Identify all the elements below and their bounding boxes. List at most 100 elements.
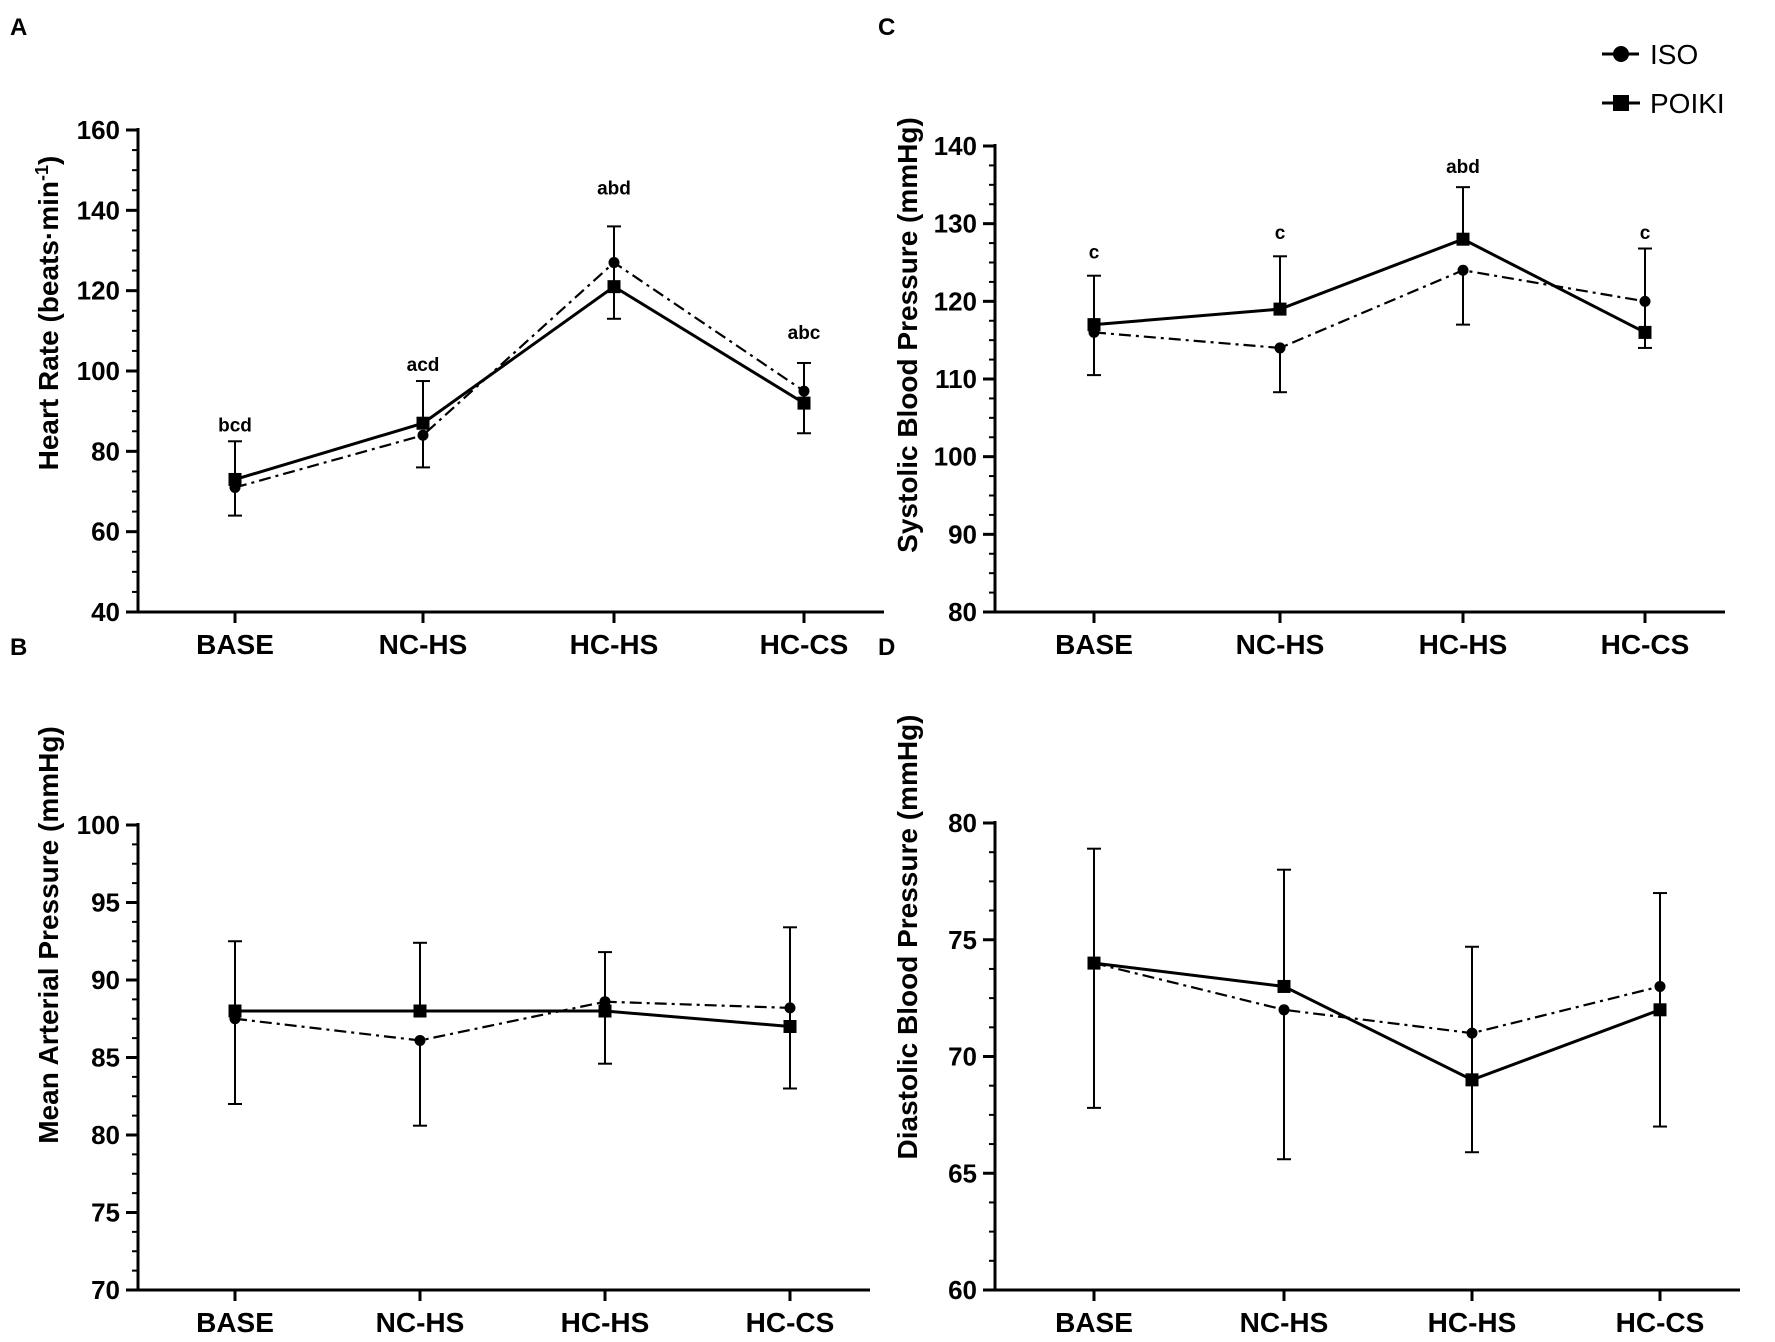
panel-c-y-tick-label: 80	[948, 597, 977, 627]
panel-a-iso-line	[234, 261, 805, 489]
panel-d-diastolic-pressure: D Diastolic Blood Pressure (mmHg) 60 65 70…	[878, 634, 1740, 1338]
panel-c-x-tick-label: HC-CS	[1601, 629, 1690, 660]
panel-a-significance-label: bcd	[218, 415, 252, 436]
panel-a-y-tick-label: 60	[91, 517, 120, 547]
panel-c-letter: C	[878, 14, 895, 41]
panel-a-y-axis-label: Heart Rate (beats·min-1)	[32, 156, 64, 471]
panel-d-iso-point	[1466, 1027, 1478, 1039]
panel-d-poiki-point	[1465, 1073, 1479, 1087]
panel-a-poiki-point	[797, 396, 811, 410]
panel-d-x-tick-label: HC-CS	[1616, 1307, 1705, 1338]
panel-b-y-tick-label: 70	[91, 1275, 120, 1305]
legend: ISO POIKI	[1602, 39, 1725, 119]
panel-b-iso-point	[414, 1034, 426, 1046]
panel-c-y-tick-label: 110	[935, 364, 977, 394]
panel-a-x-tick-label: NC-HS	[379, 629, 468, 660]
panel-a-significance-label: acd	[407, 355, 440, 376]
panel-d-poiki-point	[1087, 956, 1101, 970]
panel-a-poiki-point	[607, 280, 621, 294]
panel-a-x-tick-label: BASE	[196, 629, 274, 660]
panel-a-letter: A	[10, 14, 27, 41]
panel-a-iso-point	[608, 257, 620, 269]
panel-a-y-tick-label: 140	[77, 195, 120, 225]
panel-d-x-tick-label: BASE	[1055, 1307, 1133, 1338]
panel-c-systolic-pressure: C Systolic Blood Pressure (mmHg) 80 90 100…	[878, 14, 1725, 660]
panel-c-poiki-point	[1638, 325, 1652, 339]
panel-a-iso-point	[798, 385, 810, 397]
panel-d-y-tick-label: 80	[948, 808, 977, 838]
panel-c-significance-label: c	[1275, 223, 1286, 244]
panel-d-poiki-line	[1093, 961, 1661, 1082]
panel-c-significance-label: c	[1640, 223, 1651, 244]
panel-d-y-tick-label: 75	[948, 925, 977, 955]
panel-c-poiki-line	[1093, 237, 1646, 334]
panel-b-poiki-point	[598, 1004, 612, 1018]
panel-d-x-tick-label: HC-HS	[1428, 1307, 1517, 1338]
panel-a-y-tick-label: 120	[77, 276, 120, 306]
panel-c-y-tick-label: 140	[934, 131, 977, 161]
panel-d-y-axis-label: Diastolic Blood Pressure (mmHg)	[892, 715, 923, 1160]
legend-item-poiki: POIKI	[1602, 88, 1725, 119]
panel-b-x-tick-label: HC-CS	[746, 1307, 835, 1338]
panel-b-y-tick-label: 85	[91, 1043, 120, 1073]
panel-b-letter: B	[10, 634, 27, 661]
panel-a-y-tick-label: 100	[77, 356, 120, 386]
panel-d-poiki-point	[1277, 979, 1291, 993]
panel-a-x-tick-label: HC-CS	[760, 629, 849, 660]
panel-b-y-axis-label: Mean Arterial Pressure (mmHg)	[33, 726, 64, 1144]
panel-b-x-tick-label: NC-HS	[376, 1307, 465, 1338]
panel-b-poiki-point	[783, 1020, 797, 1033]
panel-b-y-tick-label: 95	[91, 888, 120, 918]
panel-a-y-tick-label: 40	[91, 597, 120, 627]
panel-b-iso-point	[599, 996, 611, 1008]
panel-b-poiki-point	[228, 1004, 242, 1018]
panel-c-iso-point	[1639, 295, 1651, 307]
panel-b-x-tick-label: BASE	[196, 1307, 274, 1338]
panel-a-y-tick-label: 160	[77, 115, 120, 145]
panel-b-y-tick-label: 90	[91, 965, 120, 995]
panel-d-y-tick-label: 60	[948, 1275, 977, 1305]
panel-c-poiki-point	[1456, 232, 1470, 246]
panel-d-iso-point	[1654, 980, 1666, 992]
panel-a-poiki-point	[228, 472, 242, 486]
panel-b-y-tick-label: 80	[91, 1120, 120, 1150]
panel-c-x-tick-label: BASE	[1055, 629, 1133, 660]
legend-item-iso: ISO	[1602, 39, 1698, 70]
legend-poiki-label: POIKI	[1650, 88, 1725, 119]
panel-b-iso-line	[234, 1000, 791, 1042]
panel-c-y-axis-label: Systolic Blood Pressure (mmHg)	[892, 117, 923, 553]
panel-a-significance-label: abd	[597, 178, 631, 199]
panel-c-poiki-point	[1087, 318, 1101, 332]
panel-c-y-tick-label: 120	[934, 286, 977, 316]
panel-d-x-tick-label: NC-HS	[1240, 1307, 1329, 1338]
panel-b-y-tick-label: 75	[91, 1198, 120, 1228]
panel-c-significance-label: c	[1089, 243, 1100, 264]
panel-c-significance-label: abd	[1446, 157, 1480, 178]
panel-c-y-tick-label: 130	[934, 209, 977, 239]
panel-b-iso-point	[784, 1002, 796, 1014]
panel-a-iso-point	[417, 429, 429, 441]
panel-d-iso-line	[1093, 962, 1661, 1035]
panel-c-y-tick-label: 90	[948, 519, 977, 549]
panel-c-y-tick-label: 100	[934, 442, 977, 472]
panel-c-poiki-point	[1273, 302, 1287, 316]
panel-c-iso-point	[1274, 342, 1286, 354]
panel-c-x-tick-label: HC-HS	[1419, 629, 1508, 660]
panel-c-iso-point	[1457, 264, 1469, 276]
panel-b-x-tick-label: HC-HS	[561, 1307, 650, 1338]
panel-b-poiki-point	[413, 1004, 427, 1018]
panel-a-significance-label: abc	[788, 323, 821, 344]
panel-d-iso-point	[1278, 1004, 1290, 1016]
panel-a-poiki-point	[416, 416, 430, 430]
panel-b-mean-arterial-pressure: B Mean Arterial Pressure (mmHg) 70 75 80 85…	[10, 634, 870, 1338]
panel-a-x-tick-label: HC-HS	[570, 629, 659, 660]
panel-d-poiki-point	[1653, 1003, 1667, 1017]
panel-a-y-tick-label: 80	[91, 436, 120, 466]
panel-a-poiki-line	[234, 284, 805, 481]
panel-d-y-tick-label: 70	[948, 1042, 977, 1072]
panel-d-letter: D	[878, 634, 895, 661]
panel-b-poiki-line	[235, 1009, 791, 1028]
panel-a-heart-rate: A Heart Rate (beats·min-1) 40 60 80 100 120 1…	[10, 14, 884, 660]
legend-iso-marker-icon	[1613, 46, 1629, 62]
